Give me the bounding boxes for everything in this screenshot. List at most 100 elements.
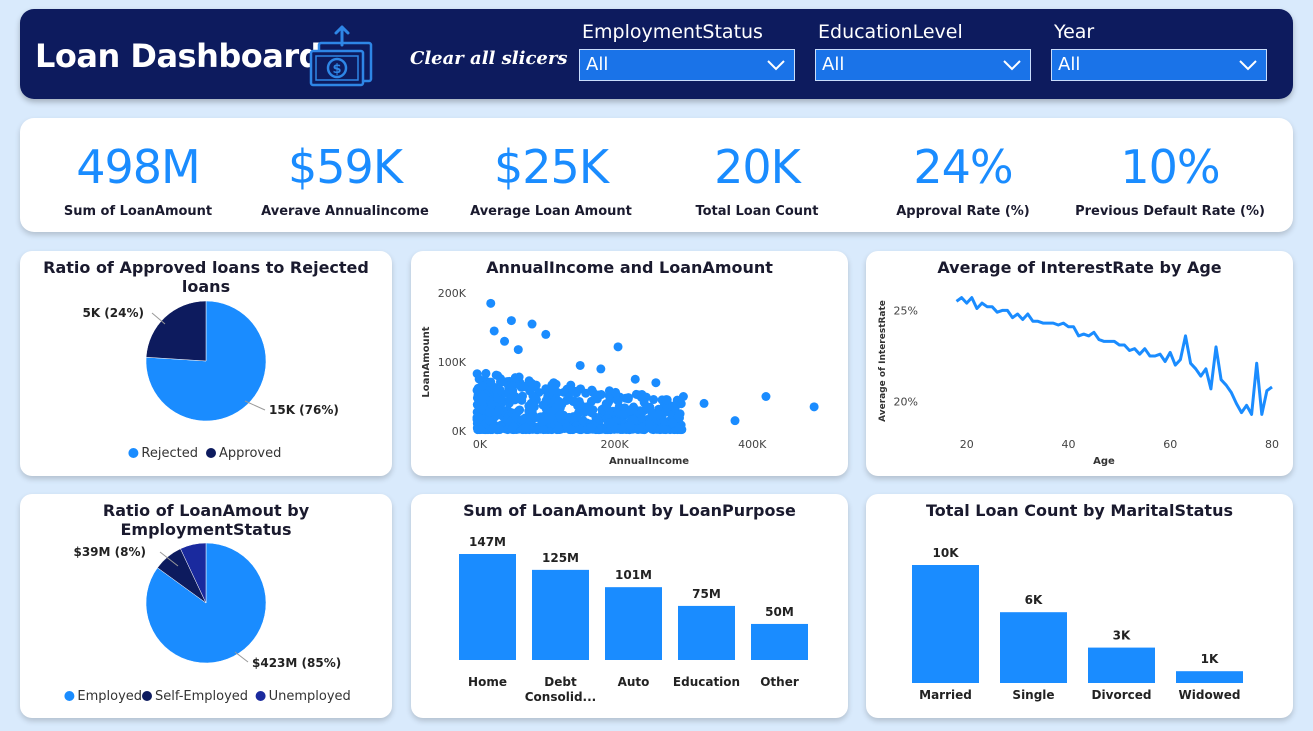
scatter-point [476,424,486,434]
x-tick-label: 200K [600,438,629,451]
scatter-point [618,409,628,419]
y-axis-label: Average of InterestRate [878,300,888,422]
category-label: Consolid... [525,690,596,704]
slicer-year: Year All [1051,21,1267,81]
bar-value-label: 50M [765,605,794,619]
scatter-point [578,415,588,425]
dropdown-value: All [586,54,609,75]
education-level-dropdown[interactable]: All [815,49,1031,81]
legend-marker [142,691,152,701]
scatter-point [517,395,527,405]
category-label: Widowed [1179,688,1241,702]
interest-rate-line [955,296,1273,416]
kpi-value: 24% [913,140,1013,194]
dashboard-title: Loan Dashboard [35,37,322,75]
scatter-point [486,377,496,387]
marital-bar-card: Total Loan Count by MaritalStatus 10K Mar… [866,494,1293,718]
scatter-point [625,421,635,431]
legend-marker [128,448,139,458]
category-label: Other [760,675,799,689]
x-tick-label: 0K [473,438,488,451]
year-dropdown[interactable]: All [1051,49,1267,81]
kpi-card: $59K Averave Annualincome [245,118,445,219]
y-tick-label: 25% [894,304,918,317]
kpi-card: 24% Approval Rate (%) [863,118,1063,219]
kpi-label: Average Loan Amount [470,204,632,219]
kpi-label: Previous Default Rate (%) [1075,204,1265,219]
x-axis-label: Age [1093,456,1115,467]
scatter-point [555,411,565,421]
kpi-label: Total Loan Count [695,204,819,219]
scatter-point [659,425,669,435]
scatter-point [472,385,482,395]
chart-title: Average of InterestRate by Age [937,258,1222,277]
slicer-label: Year [1054,21,1095,43]
kpi-value: 10% [1120,140,1220,194]
kpi-label: Sum of LoanAmount [63,204,213,219]
scatter-point [545,414,555,424]
scatter-point [625,406,635,416]
x-axis-label: AnnualIncome [609,456,689,467]
pie-slice-approved [145,300,207,362]
scatter-point [489,423,499,433]
scatter-point [581,388,591,398]
category-label: Auto [618,675,650,689]
pie-data-label: $423M (85%) [252,656,341,670]
bar [1088,647,1155,683]
y-tick-label: 20% [894,396,918,409]
marital-status-bar-chart: 10K Married 6K Single 3K Divorced 1K Widowed [912,546,1243,702]
scatter-point [520,423,530,433]
scatter-point [510,392,520,402]
scatter-point [538,400,548,410]
clear-slicers-button[interactable]: Clear all slicers [410,48,568,69]
category-label: Divorced [1092,688,1152,702]
scatter-point [510,373,520,383]
bar-value-label: 147M [469,535,506,549]
scatter-point [559,387,569,397]
scatter-point [604,386,614,396]
scatter-point [730,416,740,426]
scatter-point [809,402,819,412]
scatter-point [494,406,504,416]
scatter-point [527,378,537,388]
kpi-value: $59K [288,140,403,194]
category-label: Education [673,675,740,689]
scatter-point [496,377,506,387]
scatter-point [601,401,611,411]
scatter-point [568,397,578,407]
scatter-point [699,398,709,408]
legend-label: Rejected [141,446,198,461]
slicer-employment-status: EmploymentStatus All [579,21,795,81]
scatter-point [651,378,661,388]
scatter-point [481,368,491,378]
income-loan-scatter-chart: 0K 100K 200K 0K 200K 400K AnnualIncome LoanAmou… [421,287,819,467]
bar [678,605,735,660]
pie-data-label: 15K (76%) [269,403,339,417]
scatter-point [515,405,525,415]
bar [912,565,979,683]
scatter-point [644,423,654,433]
bar [532,569,589,660]
approval-pie-chart: 15K (76%) 5K (24%) Rejected Approved [82,300,339,461]
scatter-point [477,391,487,401]
kpi-label: Approval Rate (%) [896,204,1030,219]
kpi-card: $25K Average Loan Amount [451,118,651,219]
pie-leader-line [244,400,266,411]
x-tick-label: 20 [960,438,974,451]
legend-marker [255,691,266,701]
kpi-panel: 498M Sum of LoanAmount $59K Averave Annu… [20,118,1293,232]
bar-value-label: 10K [933,546,960,560]
scatter-point [487,399,497,409]
scatter-point [553,396,563,406]
legend-label: Approved [219,446,281,461]
scatter-point [761,392,771,401]
scatter-point [541,384,551,394]
bar-value-label: 1K [1201,652,1219,666]
employment-status-dropdown[interactable]: All [579,49,795,81]
category-label: Debt [544,675,577,689]
scatter-point [596,390,606,400]
scatter-point [575,425,585,435]
kpi-card: 10% Previous Default Rate (%) [1070,118,1270,219]
x-tick-label: 80 [1265,438,1279,451]
